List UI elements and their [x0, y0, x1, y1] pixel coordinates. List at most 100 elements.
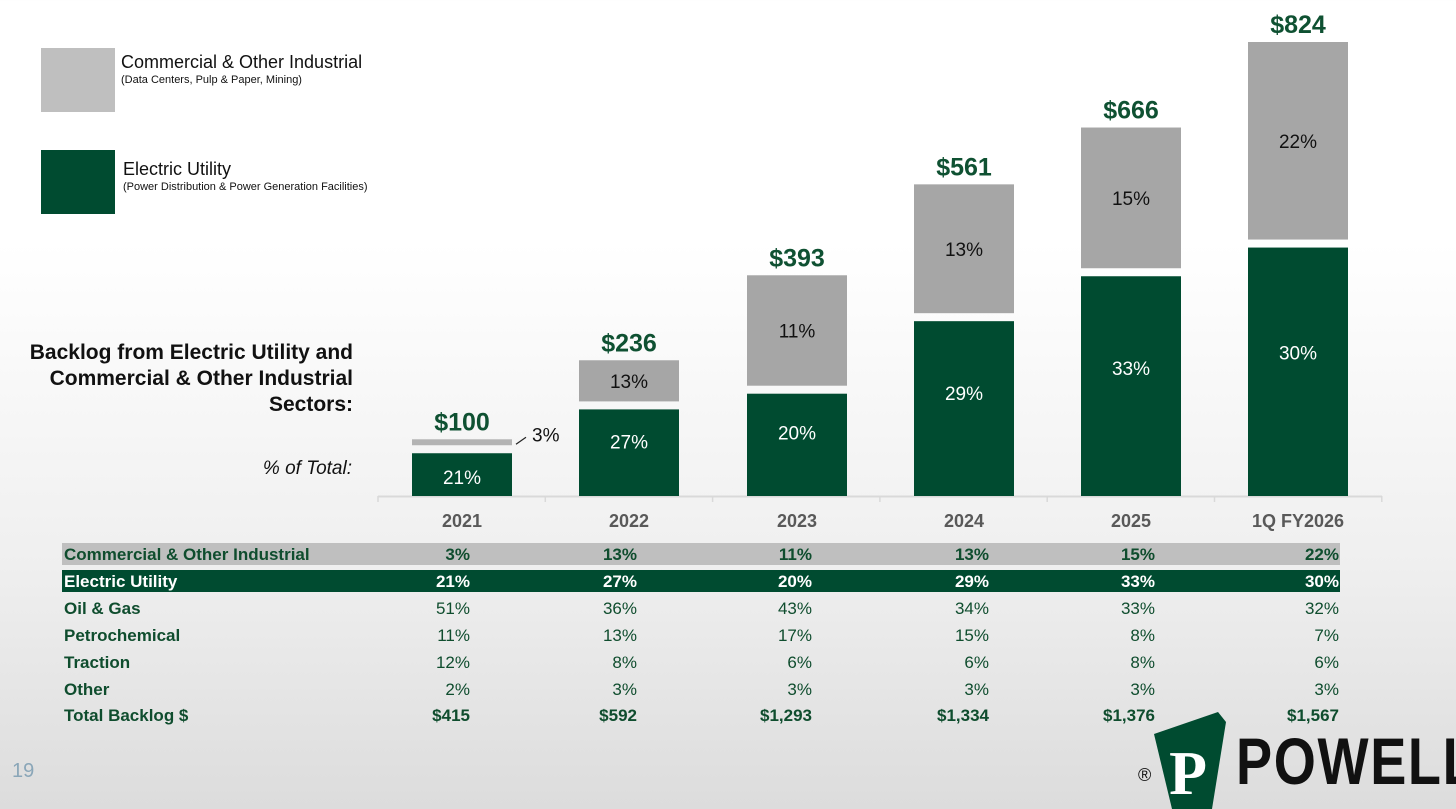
- bar-label-electric-utility: 30%: [1279, 343, 1317, 364]
- legend-swatch-commercial: [41, 48, 115, 112]
- table-cell: 32%: [1304, 599, 1339, 618]
- table-cell: 6%: [787, 653, 812, 672]
- table-cell: 13%: [602, 626, 637, 645]
- page-number: 19: [12, 760, 35, 782]
- x-tick-label: 2021: [442, 511, 482, 531]
- bar-total-label: $561: [936, 153, 992, 181]
- table-cell: $592: [599, 706, 637, 725]
- table-cell: 15%: [954, 626, 989, 645]
- table-cell: 33%: [1120, 599, 1155, 618]
- side-title-line-2: Commercial & Other Industrial: [49, 367, 353, 390]
- table-cell: 8%: [1130, 653, 1155, 672]
- table-row: Traction 12% 8% 6% 6% 8% 6%: [62, 651, 1340, 673]
- stacked-bar-chart: 21% 3% $100 2021 27% 13% $236 2022 20% 11% $393 202…: [377, 11, 1383, 531]
- table-cell: 13%: [602, 545, 637, 564]
- bar-electric-utility: [914, 321, 1014, 496]
- table-cell: 13%: [954, 545, 989, 564]
- table-cell: 22%: [1304, 545, 1339, 564]
- table-cell: $415: [432, 706, 470, 725]
- bar-electric-utility: [747, 393, 847, 496]
- table-row-label: Traction: [64, 653, 131, 672]
- chart-side-title: Backlog from Electric Utility and Commer…: [0, 340, 353, 418]
- x-tick-label: 2025: [1111, 511, 1151, 531]
- legend-title-utility: Electric Utility: [123, 159, 232, 179]
- chart-side-subtitle: % of Total:: [262, 458, 352, 479]
- table-cell: 8%: [612, 653, 637, 672]
- bar-electric-utility: [579, 409, 679, 496]
- table-cell: $1,293: [760, 706, 812, 725]
- bar-commercial: [914, 184, 1014, 314]
- table-cell: 43%: [777, 599, 812, 618]
- side-title-line-3: Sectors:: [268, 393, 353, 416]
- bar-total-label: $100: [434, 408, 490, 436]
- bar-label-commercial: 15%: [1112, 189, 1150, 210]
- registered-mark: ®: [1138, 765, 1152, 785]
- table-row: Petrochemical 11% 13% 17% 15% 8% 7%: [62, 624, 1340, 646]
- bar-label-electric-utility: 33%: [1112, 359, 1150, 380]
- table-cell: 6%: [1314, 653, 1339, 672]
- table-row-label: Electric Utility: [64, 572, 178, 591]
- bar-label-electric-utility: 29%: [945, 384, 983, 405]
- legend-subtitle-utility: (Power Distribution & Power Generation F…: [123, 181, 368, 193]
- bar-total-label: $824: [1270, 11, 1326, 39]
- table-cell: 29%: [954, 572, 989, 591]
- bar-label-electric-utility: 20%: [778, 424, 816, 445]
- bar-commercial: [412, 439, 512, 446]
- table-row: Oil & Gas 51% 36% 43% 34% 33% 32%: [62, 597, 1340, 619]
- bar-label-commercial: 13%: [610, 372, 648, 393]
- table-cell: 3%: [964, 680, 989, 699]
- powell-logo-text: POWELL: [1236, 724, 1456, 798]
- table-cell: $1,334: [937, 706, 989, 725]
- x-tick-label: 2023: [777, 511, 817, 531]
- table-row-label: Petrochemical: [64, 626, 181, 645]
- table-cell: 51%: [435, 599, 470, 618]
- table-row: Other 2% 3% 3% 3% 3% 3%: [62, 678, 1340, 700]
- bar-electric-utility: [1081, 276, 1181, 496]
- table-cell: 3%: [445, 545, 470, 564]
- bar-electric-utility: [412, 453, 512, 496]
- bar-label-commercial: 13%: [945, 240, 983, 261]
- bar-label-commercial: 11%: [779, 321, 816, 342]
- bar-total-label: $236: [601, 329, 657, 357]
- table-row: Commercial & Other Industrial 3% 13% 11% 13%…: [62, 543, 1340, 565]
- table-cell: 34%: [954, 599, 989, 618]
- table-cell: 2%: [445, 680, 470, 699]
- bar-label-electric-utility: 27%: [610, 432, 648, 453]
- table-cell: 3%: [1314, 680, 1339, 699]
- table-row-label: Other: [64, 680, 110, 699]
- x-tick-label: 2022: [609, 511, 649, 531]
- table-cell: 15%: [1120, 545, 1155, 564]
- bar-electric-utility: [1248, 247, 1348, 496]
- table-cell: 7%: [1314, 626, 1339, 645]
- bar-commercial: [1248, 42, 1348, 240]
- table-cell: 20%: [777, 572, 812, 591]
- table-row: Electric Utility 21% 27% 20% 29% 33% 30%: [62, 570, 1340, 592]
- table-row-label: Total Backlog $: [64, 706, 189, 725]
- table-row-label: Oil & Gas: [64, 599, 141, 618]
- powell-shield-logo-icon: P: [1154, 712, 1226, 809]
- table-cell: 11%: [778, 545, 812, 564]
- table-cell: 33%: [1120, 572, 1155, 591]
- table-cell: $1,567: [1287, 706, 1339, 725]
- bar-commercial: [747, 275, 847, 386]
- bar-total-label: $666: [1103, 97, 1159, 125]
- table-cell: 21%: [435, 572, 470, 591]
- table-cell: 36%: [602, 599, 637, 618]
- table-cell: 3%: [787, 680, 812, 699]
- table-row-label: Commercial & Other Industrial: [64, 545, 310, 564]
- table-cell: 8%: [1130, 626, 1155, 645]
- side-title-line-1: Backlog from Electric Utility and: [29, 341, 353, 364]
- bar-label-electric-utility: 21%: [443, 468, 481, 489]
- bar-label-commercial: 22%: [1279, 132, 1317, 153]
- table-cell: 17%: [777, 626, 812, 645]
- bar-commercial: [579, 360, 679, 402]
- legend-swatch-utility: [41, 150, 115, 214]
- bar-label-commercial: 3%: [532, 425, 560, 446]
- table-cell: 11%: [437, 626, 470, 645]
- table-cell: 30%: [1304, 572, 1339, 591]
- logo-mark: P: [1169, 740, 1207, 808]
- bar-commercial: [1081, 127, 1181, 269]
- x-tick-label: 1Q FY2026: [1252, 511, 1344, 531]
- bar-total-label: $393: [769, 244, 825, 272]
- legend-subtitle-commercial: (Data Centers, Pulp & Paper, Mining): [121, 74, 302, 86]
